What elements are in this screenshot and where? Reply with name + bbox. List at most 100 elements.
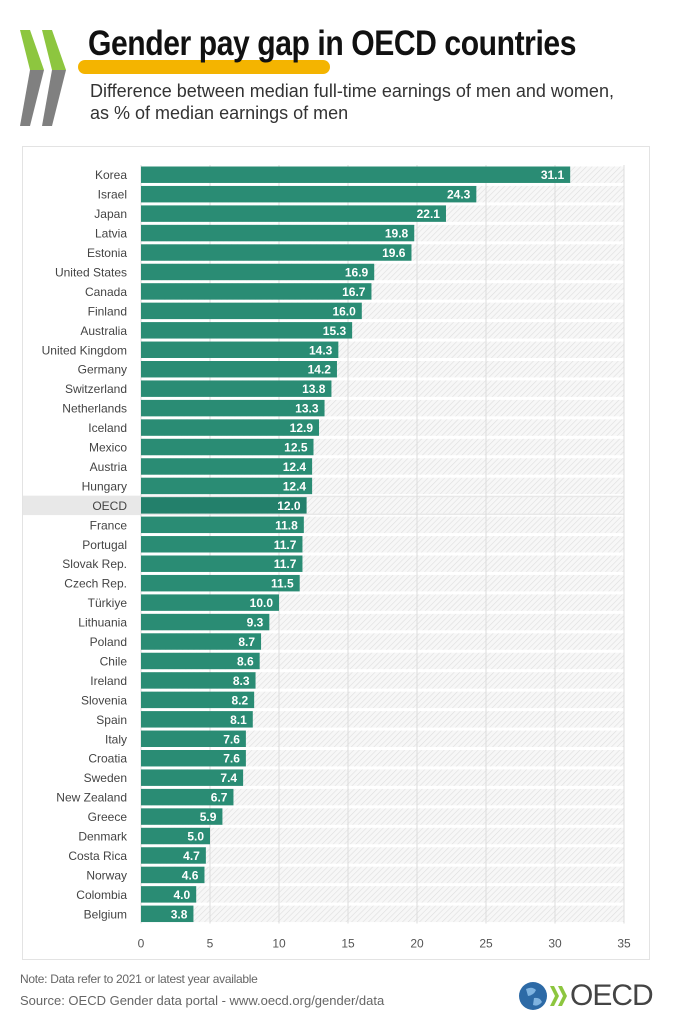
bar bbox=[141, 730, 246, 747]
bar bbox=[141, 788, 234, 806]
x-tick-label: 25 bbox=[479, 937, 493, 951]
bar bbox=[141, 361, 337, 378]
value-label: 7.6 bbox=[223, 732, 240, 746]
value-label: 9.3 bbox=[247, 616, 264, 630]
bar bbox=[141, 263, 375, 281]
bar bbox=[141, 847, 206, 864]
value-label: 5.0 bbox=[187, 830, 204, 844]
category-label: France bbox=[90, 518, 128, 532]
category-label: Norway bbox=[86, 868, 127, 882]
category-label: Chile bbox=[100, 654, 128, 668]
globe-icon bbox=[519, 982, 547, 1010]
category-label: Switzerland bbox=[65, 382, 127, 396]
oecd-logo bbox=[519, 982, 567, 1010]
category-label: Hungary bbox=[82, 479, 127, 493]
value-label: 8.3 bbox=[233, 674, 250, 688]
oecd-logo-text: OECD bbox=[570, 979, 654, 1012]
value-label: 12.4 bbox=[283, 479, 307, 493]
value-label: 8.6 bbox=[237, 654, 254, 668]
subtitle-line-1: Difference between median full-time earn… bbox=[90, 81, 614, 101]
bar bbox=[141, 516, 304, 534]
category-label: Croatia bbox=[88, 752, 127, 766]
bar bbox=[141, 691, 255, 709]
value-label: 11.7 bbox=[274, 557, 297, 571]
category-label: Netherlands bbox=[62, 402, 127, 416]
bar bbox=[141, 672, 256, 689]
value-label: 12.0 bbox=[277, 499, 301, 513]
value-label: 16.7 bbox=[342, 285, 366, 299]
category-label: Czech Rep. bbox=[64, 577, 127, 591]
bar bbox=[141, 458, 313, 475]
bar bbox=[141, 594, 279, 611]
category-label: Austria bbox=[90, 460, 128, 474]
chevron-green-right bbox=[42, 30, 66, 70]
category-label: Belgium bbox=[84, 907, 127, 921]
bar bbox=[141, 633, 262, 650]
category-label: Germany bbox=[78, 363, 127, 377]
category-label: Canada bbox=[85, 285, 127, 299]
bar bbox=[141, 224, 415, 242]
bar bbox=[141, 438, 314, 456]
value-label: 24.3 bbox=[447, 188, 471, 202]
bar bbox=[141, 166, 571, 183]
category-label: Iceland bbox=[88, 421, 127, 435]
x-tick-label: 20 bbox=[410, 937, 424, 951]
category-label: Israel bbox=[98, 188, 127, 202]
bar bbox=[141, 886, 197, 903]
row-background bbox=[141, 769, 624, 786]
category-label: Australia bbox=[80, 324, 127, 338]
x-tick-label: 30 bbox=[548, 937, 562, 951]
value-label: 13.8 bbox=[302, 382, 326, 396]
bar bbox=[141, 652, 260, 670]
subtitle-line-2: as % of median earnings of men bbox=[90, 103, 349, 123]
value-label: 14.2 bbox=[308, 363, 332, 377]
category-label: Portugal bbox=[82, 538, 127, 552]
category-label: Costa Rica bbox=[68, 849, 127, 863]
chevron-gray-right bbox=[42, 70, 66, 126]
category-label: Sweden bbox=[84, 771, 127, 785]
x-tick-label: 5 bbox=[207, 937, 214, 951]
value-label: 4.6 bbox=[182, 868, 199, 882]
bar bbox=[141, 477, 313, 495]
value-label: 4.7 bbox=[183, 849, 200, 863]
value-label: 7.6 bbox=[223, 752, 240, 766]
bar bbox=[141, 866, 205, 884]
row-background bbox=[141, 788, 624, 806]
bar bbox=[141, 536, 303, 553]
value-label: 5.9 bbox=[200, 810, 217, 824]
value-label: 31.1 bbox=[541, 168, 565, 182]
bar bbox=[141, 283, 372, 300]
x-tick-label: 35 bbox=[617, 937, 631, 951]
value-label: 11.7 bbox=[274, 538, 297, 552]
bar bbox=[141, 711, 253, 728]
bar bbox=[141, 827, 210, 845]
bar bbox=[141, 808, 223, 825]
value-label: 12.5 bbox=[284, 441, 308, 455]
row-background bbox=[141, 652, 624, 670]
row-background bbox=[141, 847, 624, 864]
row-background bbox=[141, 905, 624, 923]
category-label: Ireland bbox=[90, 674, 127, 688]
category-label: Korea bbox=[95, 168, 127, 182]
row-background bbox=[141, 730, 624, 747]
x-tick-label: 15 bbox=[341, 937, 355, 951]
value-label: 4.0 bbox=[174, 888, 191, 902]
globe-land bbox=[526, 987, 542, 1006]
chevron-green-left bbox=[20, 30, 44, 70]
category-label: Italy bbox=[105, 732, 127, 746]
row-background bbox=[141, 711, 624, 728]
title-highlight bbox=[78, 60, 330, 74]
row-background bbox=[141, 866, 624, 884]
category-label: Denmark bbox=[78, 830, 128, 844]
logo-chevron-2 bbox=[558, 986, 567, 1006]
category-label: Colombia bbox=[76, 888, 127, 902]
value-label: 11.8 bbox=[275, 518, 298, 532]
category-label: United States bbox=[55, 265, 127, 279]
value-label: 10.0 bbox=[250, 596, 274, 610]
logo-chevron-1 bbox=[550, 986, 559, 1006]
row-background bbox=[141, 827, 624, 845]
category-label: Finland bbox=[88, 304, 127, 318]
value-label: 15.3 bbox=[323, 324, 347, 338]
category-label: Türkiye bbox=[88, 596, 128, 610]
subtitle: Difference between median full-time earn… bbox=[90, 80, 670, 124]
